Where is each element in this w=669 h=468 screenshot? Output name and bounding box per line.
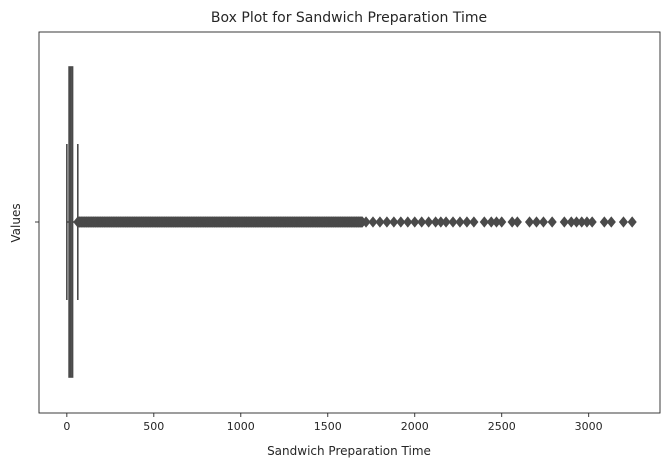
- outlier-point: [587, 216, 597, 228]
- outlier-point: [479, 216, 489, 228]
- outlier-point: [368, 216, 378, 228]
- outlier-point: [448, 216, 458, 228]
- x-axis-ticks: 0 500 1000 1500 2000 2500 3000: [63, 413, 603, 433]
- box-element: [66, 66, 79, 378]
- outlier-point: [538, 216, 549, 228]
- x-tick-label: 500: [143, 420, 164, 433]
- outlier-point: [417, 216, 427, 228]
- x-tick-label: 2000: [401, 420, 429, 433]
- outlier-points: [73, 216, 637, 228]
- outlier-point: [455, 216, 465, 228]
- outlier-point: [462, 216, 472, 228]
- plot-area-frame: [38, 31, 661, 414]
- outlier-point: [382, 216, 392, 228]
- x-tick-label: 0: [63, 420, 70, 433]
- outlier-point: [441, 216, 451, 228]
- outlier-point: [361, 216, 371, 228]
- outlier-point: [559, 216, 569, 228]
- outlier-point: [599, 216, 609, 228]
- x-tick-label: 3000: [575, 420, 603, 433]
- x-tick-label: 1500: [314, 420, 342, 433]
- outlier-point: [410, 216, 420, 228]
- outlier-point: [469, 216, 479, 228]
- y-axis-label: Values: [9, 203, 23, 242]
- outlier-point: [606, 216, 616, 228]
- outlier-point: [497, 216, 507, 228]
- outlier-point: [389, 216, 399, 228]
- outlier-point: [403, 216, 413, 228]
- outlier-point: [396, 216, 406, 228]
- chart-title: Box Plot for Sandwich Preparation Time: [211, 10, 487, 26]
- x-axis-label: Sandwich Preparation Time: [267, 444, 431, 458]
- outlier-point: [512, 216, 522, 228]
- outlier-point: [524, 216, 535, 228]
- outlier-point: [375, 216, 385, 228]
- outlier-point: [531, 216, 542, 228]
- outlier-point: [627, 216, 637, 228]
- outlier-point: [424, 216, 434, 228]
- x-tick-label: 2500: [488, 420, 516, 433]
- outlier-point: [618, 216, 629, 228]
- x-tick-label: 1000: [227, 420, 255, 433]
- outlier-point: [547, 216, 557, 228]
